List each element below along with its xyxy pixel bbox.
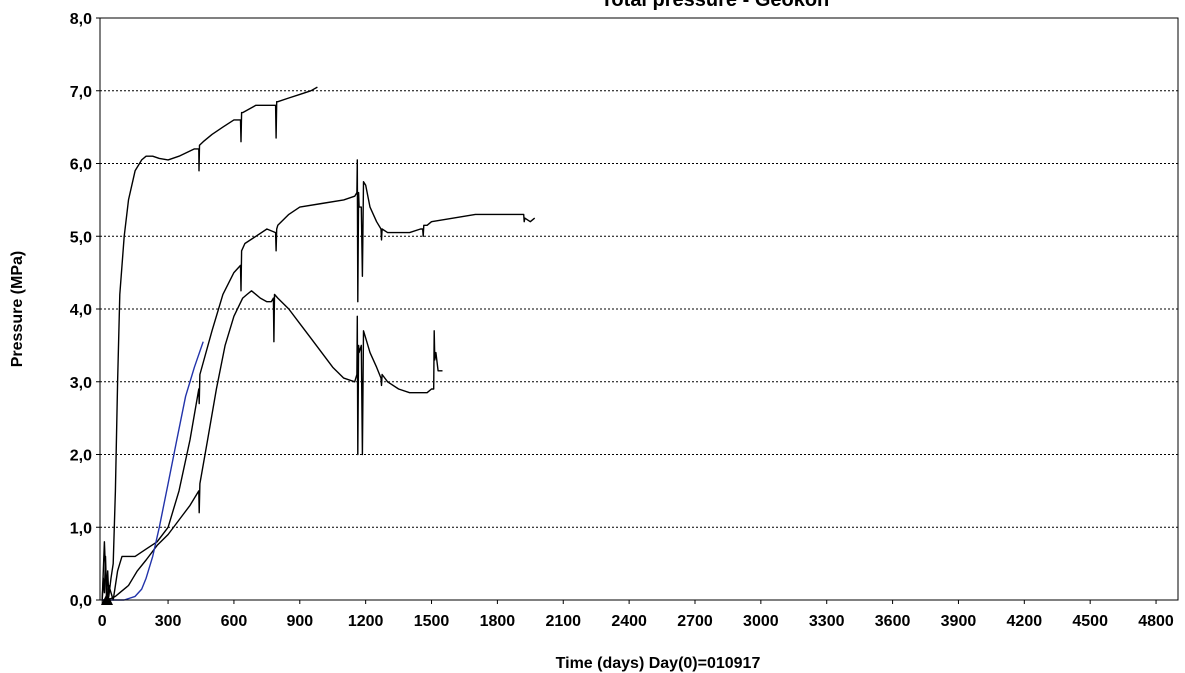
y-tick-label-8: 8,0 <box>70 11 92 28</box>
y-tick-label-4: 4,0 <box>70 302 92 319</box>
y-axis-title: Pressure (MPa) <box>9 251 26 368</box>
x-tick-label-0: 0 <box>98 613 107 630</box>
y-tick-label-3: 3,0 <box>70 375 92 392</box>
y-tick-label-7: 7,0 <box>70 84 92 101</box>
x-tick-label-3: 900 <box>286 613 313 630</box>
x-tick-label-13: 3900 <box>941 613 977 630</box>
origin-marker <box>101 593 113 605</box>
y-tick-label-1: 1,0 <box>70 520 92 537</box>
y-tick-label-6: 6,0 <box>70 157 92 174</box>
x-tick-label-8: 2400 <box>611 613 647 630</box>
x-tick-label-9: 2700 <box>677 613 713 630</box>
y-tick-label-0: 0,0 <box>70 593 92 610</box>
plot-frame <box>99 17 1179 601</box>
chart-title: Total pressure - Geokon <box>601 0 830 11</box>
y-tick-label-5: 5,0 <box>70 229 92 246</box>
x-tick-label-11: 3300 <box>809 613 845 630</box>
x-tick-label-15: 4500 <box>1072 613 1108 630</box>
series-line-3 <box>102 290 443 601</box>
x-tick-label-16: 4800 <box>1138 613 1174 630</box>
tick-labels: 0,0 1,0 2,0 3,0 4,0 5,0 6,0 7,0 8,0 0 300 600 900 120… <box>70 11 1174 630</box>
x-tick-label-7: 2100 <box>545 613 581 630</box>
x-tick-label-2: 600 <box>221 613 248 630</box>
x-tick-label-1: 300 <box>155 613 182 630</box>
x-tick-label-12: 3600 <box>875 613 911 630</box>
x-tick-label-10: 3000 <box>743 613 779 630</box>
x-tick-label-5: 1500 <box>414 613 450 630</box>
series-line-1 <box>101 86 318 601</box>
series-line-4 <box>102 341 204 601</box>
x-tick-label-6: 1800 <box>480 613 516 630</box>
series-line-2 <box>101 159 536 601</box>
y-tick-label-2: 2,0 <box>70 448 92 465</box>
series-group <box>101 86 536 601</box>
x-tick-label-14: 4200 <box>1007 613 1043 630</box>
x-tick-label-4: 1200 <box>348 613 384 630</box>
x-axis-title: Time (days) Day(0)=010917 <box>556 655 761 672</box>
